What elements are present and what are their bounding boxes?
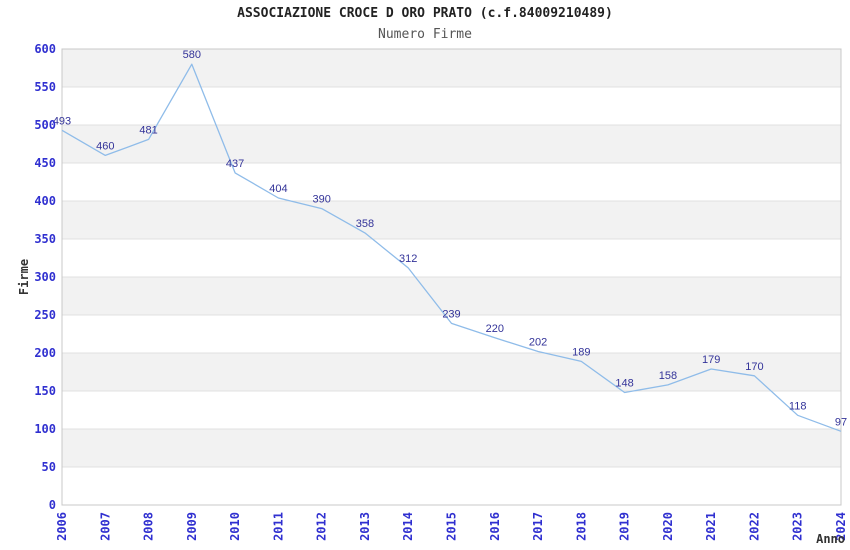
y-tick-label: 50: [42, 460, 56, 474]
data-label: 312: [399, 253, 417, 265]
data-label: 390: [313, 194, 331, 206]
data-label: 493: [53, 115, 71, 127]
y-tick-label: 150: [34, 384, 56, 398]
x-tick-label: 2023: [791, 512, 805, 541]
data-label: 189: [572, 346, 590, 358]
grid-band: [62, 125, 841, 163]
x-tick-label: 2020: [661, 512, 675, 541]
data-label: 97: [835, 416, 847, 428]
data-label: 437: [226, 158, 244, 170]
x-tick-label: 2006: [55, 512, 69, 541]
y-tick-label: 500: [34, 118, 56, 132]
x-tick-label: 2012: [315, 512, 329, 541]
data-label: 170: [745, 361, 763, 373]
data-label: 460: [96, 140, 114, 152]
x-tick-label: 2021: [704, 512, 718, 541]
y-tick-label: 600: [34, 42, 56, 56]
x-axis-title: Anno: [816, 532, 845, 546]
y-tick-label: 400: [34, 194, 56, 208]
y-tick-label: 100: [34, 422, 56, 436]
y-tick-label: 300: [34, 270, 56, 284]
y-tick-label: 450: [34, 156, 56, 170]
chart-subtitle: Numero Firme: [378, 27, 472, 42]
x-tick-label: 2015: [445, 512, 459, 541]
y-axis-title: Firme: [17, 259, 31, 295]
data-label: 179: [702, 354, 720, 366]
x-tick-label: 2019: [618, 512, 632, 541]
data-label: 404: [269, 183, 287, 195]
grid-band: [62, 49, 841, 87]
data-label: 481: [139, 124, 157, 136]
x-tick-label: 2010: [228, 512, 242, 541]
data-label: 220: [486, 323, 504, 335]
data-label: 580: [183, 49, 201, 61]
x-tick-label: 2013: [358, 512, 372, 541]
y-tick-label: 550: [34, 80, 56, 94]
data-label: 148: [615, 378, 633, 390]
data-label: 358: [356, 218, 374, 230]
grid-band: [62, 201, 841, 239]
x-tick-label: 2016: [488, 512, 502, 541]
grid-band: [62, 277, 841, 315]
x-tick-label: 2007: [98, 512, 112, 541]
data-label: 202: [529, 337, 547, 349]
x-tick-label: 2011: [271, 512, 285, 541]
grid-band: [62, 353, 841, 391]
data-label: 239: [442, 308, 460, 320]
grid-band: [62, 429, 841, 467]
series-line: [61, 63, 842, 432]
x-tick-label: 2024: [834, 512, 848, 541]
x-tick-label: 2008: [142, 512, 156, 541]
x-tick-label: 2017: [531, 512, 545, 541]
y-tick-label: 0: [49, 498, 56, 512]
y-tick-label: 250: [34, 308, 56, 322]
x-tick-label: 2009: [185, 512, 199, 541]
plot-border: [61, 48, 842, 506]
y-tick-label: 350: [34, 232, 56, 246]
y-tick-label: 200: [34, 346, 56, 360]
chart-title: ASSOCIAZIONE CROCE D ORO PRATO (c.f.8400…: [237, 6, 613, 21]
data-label: 158: [659, 370, 677, 382]
x-tick-label: 2014: [401, 512, 415, 541]
data-label: 118: [789, 400, 807, 412]
x-tick-label: 2022: [747, 512, 761, 541]
x-tick-label: 2018: [574, 512, 588, 541]
